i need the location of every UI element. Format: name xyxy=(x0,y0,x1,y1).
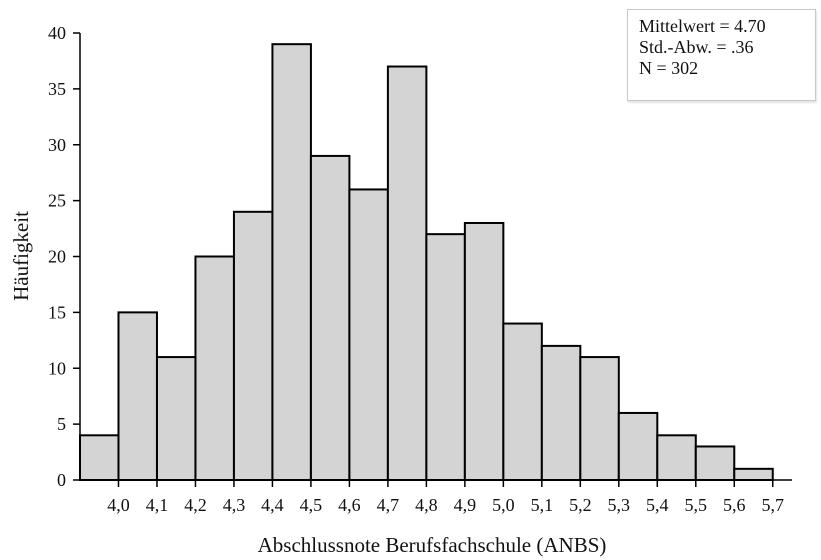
y-tick-label: 15 xyxy=(48,302,66,322)
histogram-bar-4-1 xyxy=(117,311,158,481)
histogram-bar-5-2 xyxy=(540,344,582,481)
statistics-legend: Mittelwert = 4.70 Std.-Abw. = .36 N = 30… xyxy=(627,9,816,101)
x-tick-label: 5,6 xyxy=(723,495,746,515)
y-tick-label: 40 xyxy=(48,23,66,43)
histogram-bar-4-7 xyxy=(348,188,389,481)
y-tick-label: 10 xyxy=(48,358,66,378)
x-tick-label: 4,0 xyxy=(107,495,130,515)
x-tick-label: 5,0 xyxy=(492,495,515,515)
y-tick-label: 35 xyxy=(48,79,66,99)
stat-n: N = 302 xyxy=(639,58,699,78)
y-tick-label: 20 xyxy=(48,247,66,267)
x-tick-label: 5,1 xyxy=(531,495,554,515)
y-tick-label: 30 xyxy=(48,135,66,155)
y-tick-label: 0 xyxy=(57,470,66,490)
stat-mean: Mittelwert = 4.70 xyxy=(639,16,766,36)
x-axis-label: Abschlussnote Berufsfachschule (ANBS) xyxy=(258,533,607,557)
x-tick-label: 5,5 xyxy=(685,495,708,515)
histogram-bar-4-0 xyxy=(79,434,120,481)
histogram-bar-4-4 xyxy=(232,210,274,482)
x-tick-label: 5,4 xyxy=(646,495,669,515)
histogram-bar-4-8 xyxy=(386,65,428,482)
x-tick-label: 4,5 xyxy=(300,495,323,515)
x-tick-label: 4,8 xyxy=(415,495,438,515)
stat-std-dev: Std.-Abw. = .36 xyxy=(639,37,754,57)
histogram-bar-5-6 xyxy=(694,445,736,482)
x-tick-label: 4,4 xyxy=(261,495,284,515)
histogram-bar-5-4 xyxy=(617,411,659,482)
histogram-bar-4-3 xyxy=(194,255,235,481)
x-tick-label: 4,2 xyxy=(184,495,207,515)
x-tick-label: 4,9 xyxy=(454,495,477,515)
histogram-bar-5-5 xyxy=(656,434,697,481)
histogram-bar-5-0 xyxy=(463,221,505,481)
histogram-bar-5-1 xyxy=(502,322,543,481)
histogram-bar-5-3 xyxy=(579,356,620,482)
x-tick-label: 4,1 xyxy=(146,495,169,515)
x-tick-label: 5,2 xyxy=(569,495,592,515)
y-tick-label: 5 xyxy=(57,414,66,434)
histogram-bars xyxy=(79,43,774,482)
y-tick-label: 25 xyxy=(48,191,66,211)
tick-labels: 0 5 10 15 20 25 30 35 40 4,0 4,1 4,2 4,3 4,4 4,5 4,6 4,7… xyxy=(48,23,784,515)
x-tick-label: 4,3 xyxy=(223,495,246,515)
x-tick-label: 4,6 xyxy=(338,495,361,515)
histogram-bar-4-9 xyxy=(425,233,466,481)
histogram-bar-5-7 xyxy=(733,467,774,482)
x-tick-label: 4,7 xyxy=(377,495,400,515)
histogram-bar-4-6 xyxy=(309,154,351,482)
histogram-bar-4-2 xyxy=(155,356,197,482)
y-axis-label: Häufigkeit xyxy=(9,211,33,301)
x-tick-label: 5,7 xyxy=(762,495,785,515)
histogram-bar-4-5 xyxy=(271,43,312,482)
x-tick-label: 5,3 xyxy=(608,495,631,515)
